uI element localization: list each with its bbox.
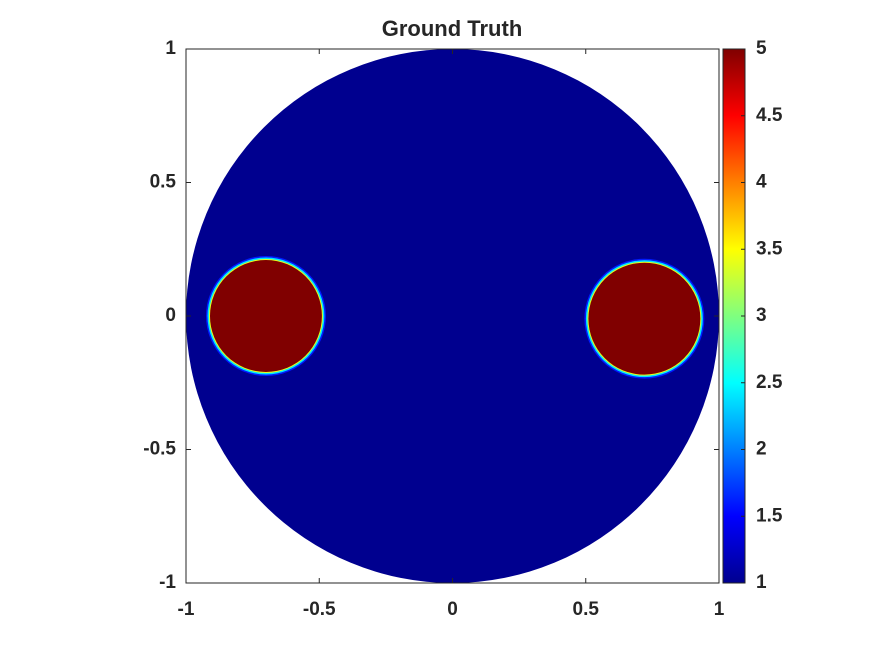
colorbar-tick-label: 2 bbox=[756, 439, 767, 460]
colorbar-tick-label: 3.5 bbox=[756, 238, 783, 259]
chart-title: Ground Truth bbox=[382, 16, 523, 41]
x-tick-label: 0.5 bbox=[573, 599, 600, 620]
colorbar-tick-label: 1 bbox=[756, 572, 767, 593]
colorbar-tick-label: 5 bbox=[756, 38, 767, 59]
inclusion bbox=[209, 260, 322, 372]
plot-area bbox=[186, 49, 719, 583]
y-tick-label: 1 bbox=[165, 38, 176, 59]
y-tick-label: 0.5 bbox=[150, 172, 177, 193]
inclusion bbox=[588, 262, 701, 375]
x-tick-label: -0.5 bbox=[303, 599, 336, 620]
colorbar-tick-label: 2.5 bbox=[756, 372, 783, 393]
domain-disk bbox=[186, 49, 719, 583]
x-tick-label: -1 bbox=[178, 599, 195, 620]
colorbar-tick-label: 4.5 bbox=[756, 105, 783, 126]
x-tick-label: 1 bbox=[714, 599, 725, 620]
x-tick-label: 0 bbox=[447, 599, 458, 620]
colorbar-tick-label: 3 bbox=[756, 305, 767, 326]
colorbar-tick-label: 1.5 bbox=[756, 505, 783, 526]
y-tick-label: -1 bbox=[159, 572, 176, 593]
colorbar-tick-label: 4 bbox=[756, 172, 767, 193]
y-tick-label: 0 bbox=[165, 305, 176, 326]
y-tick-label: -0.5 bbox=[143, 439, 176, 460]
